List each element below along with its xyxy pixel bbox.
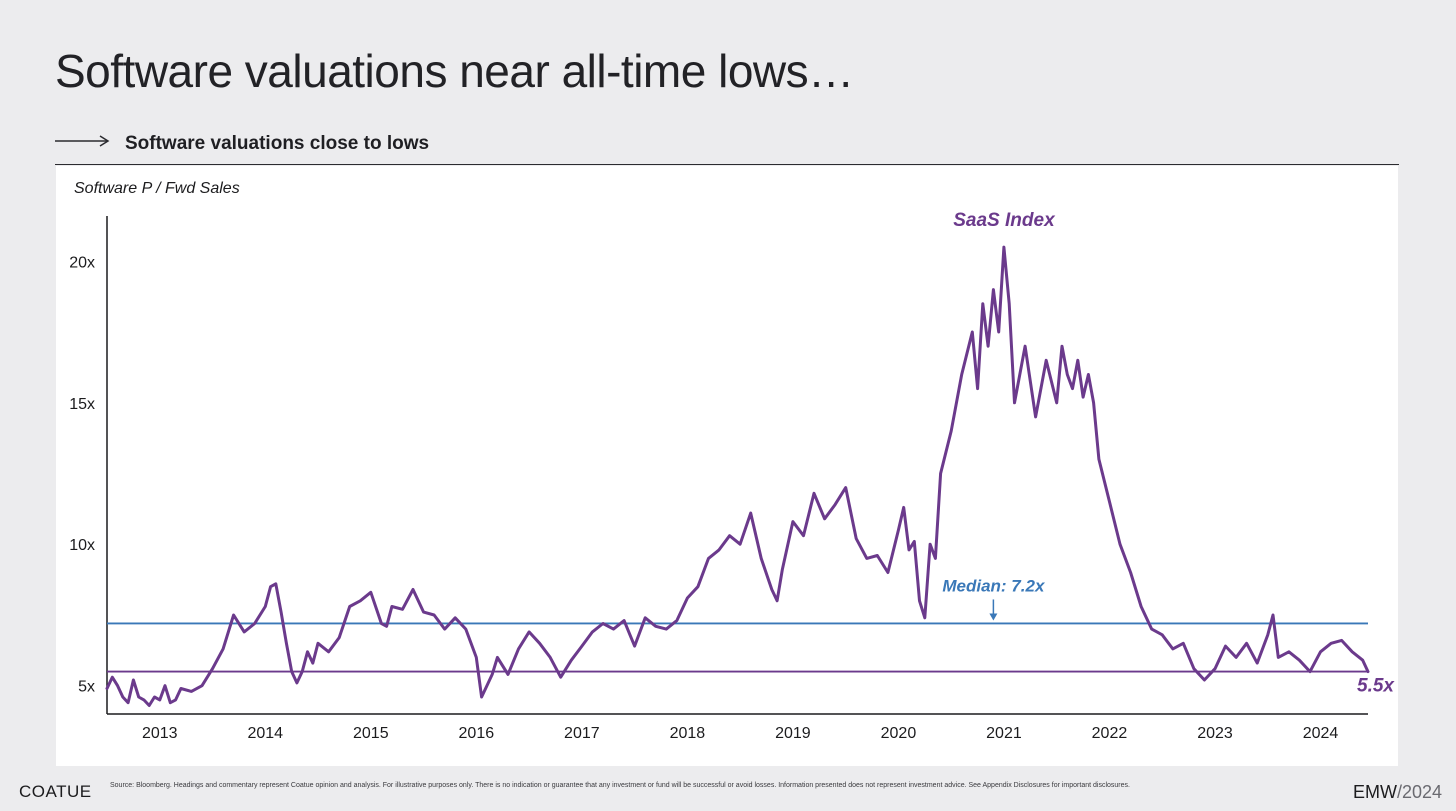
x-tick-label: 2018 <box>670 725 706 742</box>
x-tick-label: 2017 <box>564 725 600 742</box>
x-tick-label: 2020 <box>881 725 917 742</box>
x-tick-label: 2024 <box>1303 725 1339 742</box>
page-title: Software valuations near all-time lows… <box>55 45 854 97</box>
y-tick-label: 15x <box>69 396 95 413</box>
coatue-logo: COATUE <box>19 782 92 801</box>
section-subtitle: Software valuations close to lows <box>125 133 430 154</box>
long-right-arrow-icon <box>55 135 110 147</box>
disclaimer-text: Source: Bloomberg. Headings and commenta… <box>110 782 1130 789</box>
series-lines <box>105 245 1370 707</box>
section-header: Software valuations close to lows <box>55 128 1399 165</box>
saas-index-line <box>105 245 1370 707</box>
x-tick-label: 2015 <box>353 725 389 742</box>
y-axis-label: Software P / Fwd Sales <box>74 180 240 197</box>
event-prefix: EMW <box>1352 782 1397 802</box>
x-tick-label: 2019 <box>775 725 811 742</box>
median-label: Median: 7.2x <box>942 576 1046 595</box>
event-year: /2024 <box>1396 782 1442 802</box>
y-tick-label: 5x <box>78 679 95 696</box>
x-tick-label: 2016 <box>459 725 495 742</box>
footer: COATUE Source: Bloomberg. Headings and c… <box>0 778 1456 811</box>
series-label: SaaS Index <box>953 210 1056 231</box>
chart-annotations: SaaS Index Median: 7.2x 5.5x <box>942 210 1395 697</box>
y-tick-label: 10x <box>69 537 95 554</box>
reference-lines <box>107 622 1368 673</box>
event-tag: EMW/2024 <box>1353 782 1442 803</box>
x-tick-label: 2023 <box>1197 725 1233 742</box>
axes: 5x 10x 15x 20x 2013 2014 2015 2016 2017 2018 2019 2… <box>69 216 1368 742</box>
chart-panel: Software P / Fwd Sales 5x 10x 15x 20x 2013 20… <box>56 166 1398 766</box>
y-tick-label: 20x <box>69 254 95 271</box>
current-value-label: 5.5x <box>1357 676 1395 697</box>
x-tick-label: 2022 <box>1092 725 1128 742</box>
x-tick-label: 2013 <box>142 725 178 742</box>
x-tick-label: 2021 <box>986 725 1022 742</box>
valuation-line-chart: Software P / Fwd Sales 5x 10x 15x 20x 2013 20… <box>69 180 1395 742</box>
arrowhead-icon <box>989 613 998 621</box>
x-tick-label: 2014 <box>247 725 283 742</box>
